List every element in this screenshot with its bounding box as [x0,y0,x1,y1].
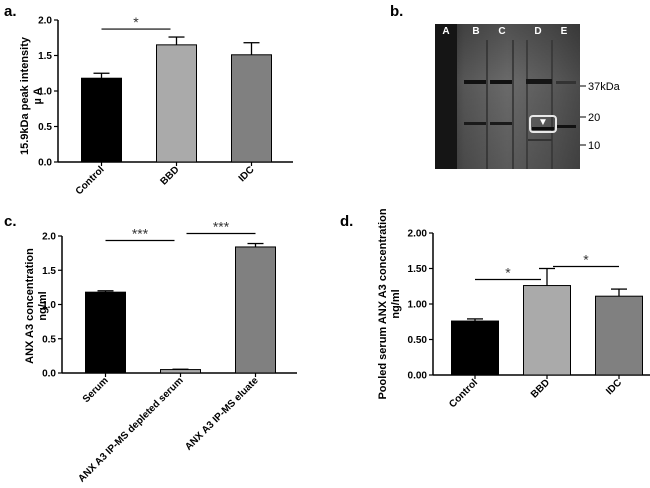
significance-label-c-0: *** [132,226,149,242]
band-b-37 [464,80,486,84]
y-tick-label-d: 0.00 [408,371,428,382]
y-tick-label-d: 1.50 [408,264,428,275]
bar-d-0 [451,320,499,376]
lane-label-a: A [442,26,449,37]
chart-c: c. ANX A3 concentration ng/ml 0.0 0.5 1.0 1… [4,213,297,485]
category-label-a-0: Control [74,164,107,197]
y-tick-label-c: 0.0 [42,369,56,380]
y-axis-title-d-line2: ng/ml [390,289,402,318]
bar-a-1 [156,44,197,163]
bar-c-2 [235,246,276,374]
blot-b: b. ▼ A B C D E 37kDa 20 10 [390,3,621,169]
category-label-d-1: BBD [529,377,552,400]
bar-c-1 [160,369,201,374]
significance-label-c-1: *** [213,219,230,235]
panel-label-b: b. [390,3,403,20]
y-tick-label-d: 2.00 [408,229,428,240]
y-tick-label-c: 1.0 [42,300,56,311]
band-b-lower [464,122,486,125]
y-tick-label-c: 1.5 [42,266,56,277]
band-d-37 [526,79,552,84]
band-c-lower [490,122,512,125]
y-tick-label-d: 0.50 [408,335,428,346]
y-tick-label-c: 0.5 [42,334,56,345]
y-axis-title-d-line1: Pooled serum ANX A3 concentration [377,208,389,399]
chart-a: a. 15.9kDa peak intensity µ A 0.0 0.5 1.0 1… [4,3,293,197]
y-tick-label-a: 2.0 [38,16,52,27]
panel-label-c: c. [4,213,17,230]
gel-lane-a-dark [435,24,457,169]
y-axis-title-c-line2: ng/ml [37,291,49,320]
band-d-16kda [532,127,554,130]
band-e-37 [556,81,576,84]
bar-d-1 [523,285,571,376]
marker-20: 20 [588,112,600,124]
y-axis-title-a-line2: µ A [32,87,44,104]
significance-label-d-0: * [505,265,511,281]
y-tick-label-c: 2.0 [42,232,56,243]
significance-label-d-1: * [583,252,589,268]
lane-label-c: C [498,26,505,37]
band-arrow-icon: ▼ [538,117,548,128]
y-tick-label-a: 0.0 [38,158,52,169]
y-tick-label-a: 1.0 [38,87,52,98]
band-d-bottom [528,139,552,141]
panel-label-d: d. [340,213,353,230]
y-axis-title-a-line1: 15.9kDa peak intensity [19,36,31,155]
band-highlight-box [529,115,557,133]
marker-37kda: 37kDa [588,81,621,93]
y-axis-title-c-line1: ANX A3 concentration [24,248,36,364]
category-label-d-2: IDC [604,377,624,397]
bar-a-0 [81,77,122,163]
y-tick-label-a: 0.5 [38,122,52,133]
chart-d: d. Pooled serum ANX A3 concentration ng/… [340,208,650,410]
category-label-d-0: Control [447,377,480,410]
panel-label-a: a. [4,3,17,20]
category-label-a-1: BBD [159,164,182,187]
y-tick-label-a: 1.5 [38,51,52,62]
lane-label-e: E [561,26,568,37]
band-e-lower [556,125,576,128]
bar-d-2 [595,295,643,376]
significance-label-a-0: * [133,14,139,30]
y-tick-label-d: 1.00 [408,300,428,311]
lane-label-b: B [472,26,479,37]
marker-10: 10 [588,140,600,152]
category-label-c-2: ANX A3 IP-MS eluate [183,375,261,453]
category-label-c-0: Serum [81,375,111,405]
band-c-37 [490,80,512,84]
category-label-a-2: IDC [237,164,257,184]
gel-shading [435,24,580,169]
bar-c-0 [85,291,126,374]
lane-label-d: D [534,26,541,37]
bar-a-2 [231,54,272,163]
